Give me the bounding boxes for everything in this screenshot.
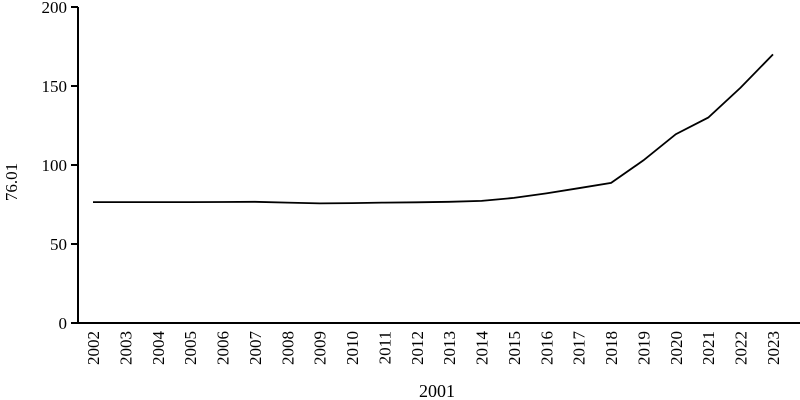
y-axis-title: 76.01 — [2, 163, 21, 201]
y-axis: 0 50 100 150 200 — [42, 0, 79, 333]
x-tick-label: 2021 — [699, 331, 718, 365]
x-tick-label: 2019 — [634, 331, 653, 365]
y-tick-label: 100 — [42, 156, 68, 175]
x-tick-label: 2005 — [181, 331, 200, 365]
x-tick-label: 2010 — [343, 331, 362, 365]
x-axis: 2002 2003 2004 2005 2006 2007 2008 2009 2010 2011… — [77, 322, 800, 366]
y-tick-label: 50 — [50, 235, 67, 254]
x-tick-label: 2014 — [473, 331, 492, 366]
x-tick-label: 2022 — [732, 331, 751, 365]
y-tick-label: 200 — [42, 0, 68, 17]
x-tick-label: 2008 — [278, 331, 297, 365]
x-tick-label: 2004 — [149, 331, 168, 366]
x-tick-label: 2003 — [116, 331, 135, 365]
x-tick-label: 2018 — [602, 331, 621, 365]
x-tick-label: 2020 — [667, 331, 686, 365]
x-tick-label: 2009 — [311, 331, 330, 365]
x-tick-label: 2002 — [84, 331, 103, 365]
x-tick-label: 2017 — [570, 331, 589, 366]
x-tick-label: 2007 — [246, 331, 265, 366]
data-series-line — [93, 53, 774, 205]
x-tick-label: 2016 — [537, 331, 556, 365]
x-tick-label: 2013 — [440, 331, 459, 365]
x-tick-label: 2023 — [764, 331, 783, 365]
y-tick-label: 0 — [59, 314, 68, 333]
x-axis-title: 2001 — [419, 381, 455, 400]
x-tick-label: 2006 — [214, 331, 233, 365]
x-tick-label: 2012 — [408, 331, 427, 365]
x-tick-label: 2011 — [375, 331, 394, 364]
x-tick-label: 2015 — [505, 331, 524, 365]
y-tick-label: 150 — [42, 77, 68, 96]
